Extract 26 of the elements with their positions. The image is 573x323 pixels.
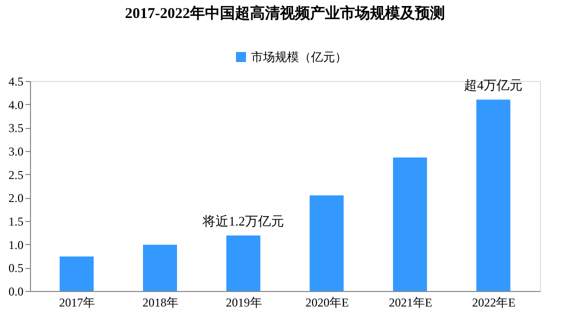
bar [226,235,260,291]
bar [60,256,94,291]
bar [476,100,510,291]
x-tick-label: 2017年 [59,296,96,310]
x-tick-label: 2022年E [472,296,516,310]
chart-title: 2017-2022年中国超高清视频产业市场规模及预测 [125,4,445,22]
annotation: 超4万亿元 [464,78,523,93]
y-tick-label: 3.0 [8,144,24,158]
bar [143,244,177,291]
annotation: 将近1.2万亿元 [202,213,284,228]
legend-label: 市场规模（亿元） [251,50,347,64]
y-tick-label: 2.0 [8,191,24,206]
y-tick-label: 1.5 [8,214,24,228]
bar [310,195,344,291]
y-tick-label: 4.5 [8,74,24,88]
x-tick-label: 2021年E [388,296,432,310]
y-tick-label: 0.0 [8,284,24,298]
x-tick-label: 2019年 [226,296,262,310]
y-tick-label: 4.0 [8,98,24,112]
y-tick-label: 2.5 [8,168,24,182]
y-tick-label: 3.5 [8,121,24,136]
y-tick-label: 0.5 [8,261,24,276]
x-tick-label: 2020年E [305,296,349,310]
bar [393,158,427,291]
y-tick-label: 1.0 [8,238,24,252]
x-tick-label: 2018年 [142,296,178,310]
